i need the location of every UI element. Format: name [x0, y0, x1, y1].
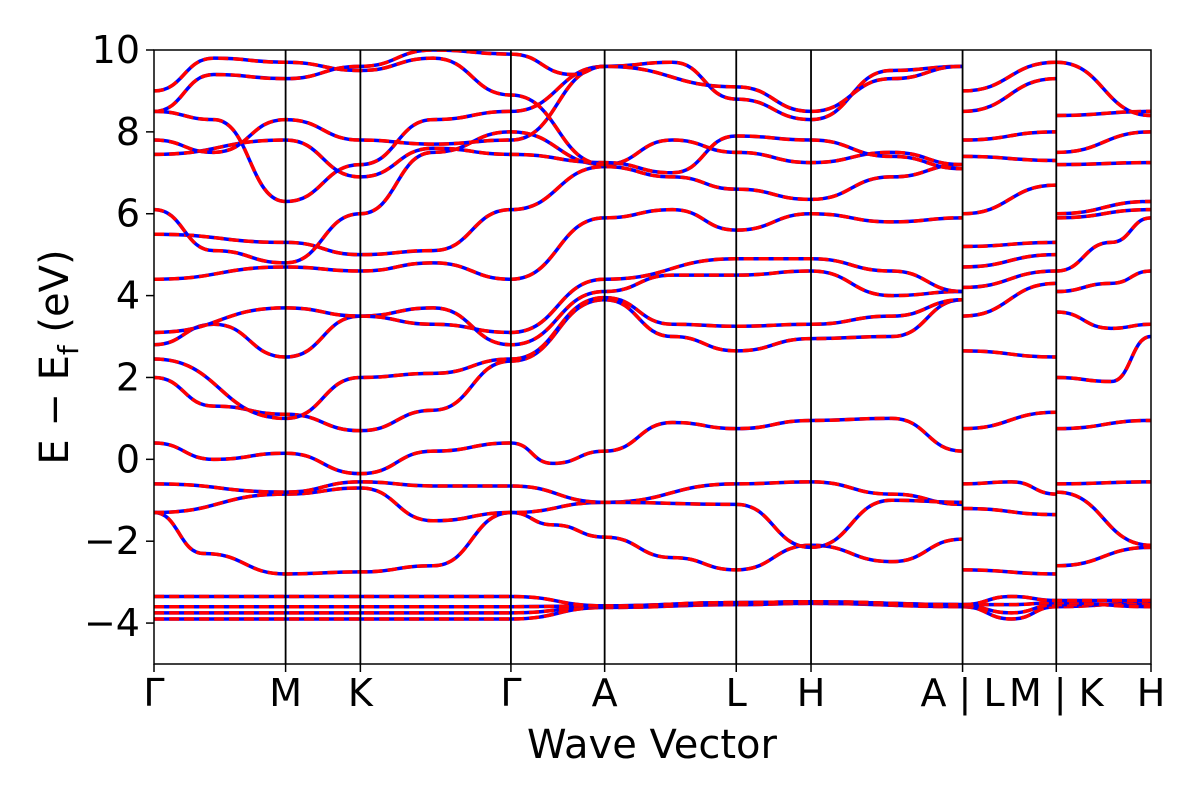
band-11-blue [154, 216, 1151, 335]
y-axis-title-unit: (eV) [32, 249, 78, 345]
band-16-red [154, 60, 1151, 155]
y-tick-label-3: 2 [116, 355, 140, 399]
y-ticks: −4 −2 0 2 4 6 8 10 [84, 28, 154, 645]
band-10-blue [154, 269, 1151, 359]
y-tick-label-5: 6 [116, 192, 140, 236]
y-tick-label-6: 8 [116, 110, 140, 154]
y-tick-label-4: 4 [116, 274, 140, 318]
band-11-red [154, 216, 1151, 335]
x-axis-title: Wave Vector [527, 722, 778, 768]
x-tick-label-9: H [1137, 671, 1166, 715]
band-0-red [154, 600, 1151, 621]
band-9-blue [154, 281, 1151, 421]
x-tick-label-1: M [269, 671, 302, 715]
band-10-red [154, 269, 1151, 359]
band-5-red [154, 480, 1151, 523]
y-tick-label-7: 10 [92, 28, 140, 72]
y-tick-label-0: −4 [84, 601, 140, 645]
x-tick-label-5: L [726, 671, 747, 715]
x-tick-label-7: A | L [920, 671, 1004, 716]
band-18-red [154, 56, 605, 167]
x-tick-label-3: Γ [500, 671, 521, 715]
y-tick-label-1: −2 [84, 519, 140, 563]
x-tick-label-6: H [797, 671, 826, 715]
band-6-red [154, 480, 1151, 550]
bands-layer [154, 50, 1151, 621]
y-tick-label-2: 0 [116, 437, 140, 481]
x-tick-label-8: M | K [1009, 671, 1105, 716]
band-6-blue [154, 480, 1151, 550]
band-4-red [154, 510, 1151, 576]
y-axis-title-main: E − E [32, 355, 78, 465]
band-13-red [154, 162, 1151, 257]
band-7-red [154, 410, 1151, 476]
plot-frame [153, 49, 1152, 665]
band-15-red [154, 130, 1151, 179]
y-axis-title: E − Ef (eV) [32, 249, 85, 464]
band-3-red [154, 594, 1151, 608]
band-17-red [154, 60, 1151, 204]
band-12-red [154, 207, 1151, 281]
x-tick-label-0: Γ [143, 671, 164, 715]
band-9-red [154, 281, 1151, 421]
band-19-red [154, 50, 605, 114]
x-tick-label-2: K [348, 671, 374, 715]
y-axis-title-sub: f [52, 344, 85, 355]
x-tick-label-4: A [592, 671, 618, 715]
high-symmetry-lines [284, 50, 1058, 664]
band-4-blue [154, 510, 1151, 576]
